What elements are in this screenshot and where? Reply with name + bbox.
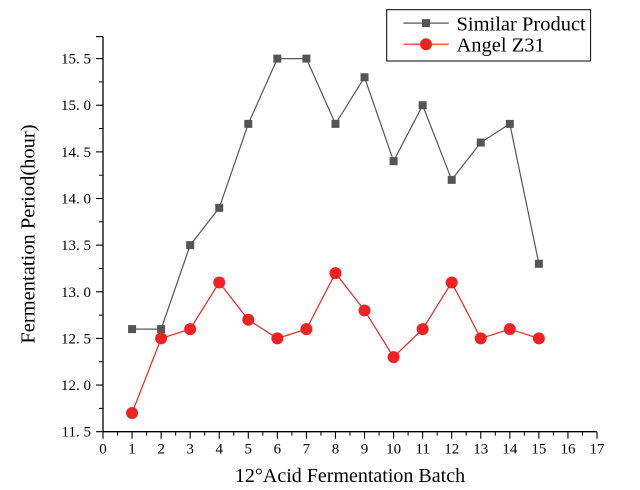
svg-text:17: 17 [590, 442, 606, 458]
svg-text:14. 5: 14. 5 [61, 145, 91, 161]
svg-text:14. 0: 14. 0 [61, 192, 91, 208]
svg-text:2: 2 [157, 442, 165, 458]
svg-text:13. 0: 13. 0 [61, 285, 91, 301]
svg-text:8: 8 [332, 442, 340, 458]
svg-text:0: 0 [99, 442, 107, 458]
svg-text:15. 0: 15. 0 [61, 98, 91, 114]
svg-text:12. 0: 12. 0 [61, 378, 91, 394]
svg-text:16: 16 [560, 442, 576, 458]
svg-text:11. 5: 11. 5 [62, 425, 91, 441]
svg-text:4: 4 [215, 442, 223, 458]
svg-text:3: 3 [186, 442, 194, 458]
svg-text:14: 14 [502, 442, 518, 458]
svg-text:Fermentation Period(hour): Fermentation Period(hour) [18, 124, 40, 343]
svg-text:5: 5 [245, 442, 253, 458]
svg-text:12°Acid Fermentation Batch: 12°Acid Fermentation Batch [235, 465, 465, 487]
svg-text:7: 7 [303, 442, 311, 458]
svg-text:11: 11 [415, 442, 429, 458]
svg-text:Similar Product: Similar Product [457, 14, 587, 36]
svg-text:13: 13 [473, 442, 488, 458]
svg-text:1: 1 [128, 442, 136, 458]
svg-text:Angel Z31: Angel Z31 [457, 35, 545, 57]
svg-text:10: 10 [386, 442, 401, 458]
svg-text:13. 5: 13. 5 [61, 238, 91, 254]
svg-text:12: 12 [444, 442, 459, 458]
svg-text:12. 5: 12. 5 [61, 331, 91, 347]
svg-text:6: 6 [274, 442, 282, 458]
svg-text:15: 15 [531, 442, 546, 458]
svg-text:9: 9 [361, 442, 369, 458]
svg-text:15. 5: 15. 5 [61, 52, 91, 68]
